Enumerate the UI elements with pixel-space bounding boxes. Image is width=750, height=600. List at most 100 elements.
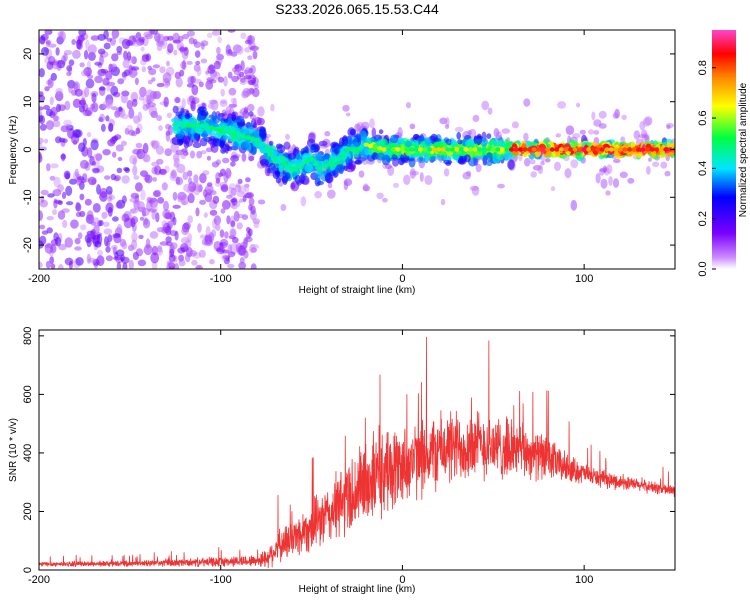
spectrogram-cell [112, 246, 117, 255]
spectrogram-cell [146, 196, 153, 204]
spectrogram-ridge-cell [472, 147, 478, 152]
spectrogram-cell [648, 157, 652, 162]
spectrogram-cell [314, 174, 321, 182]
spectrogram-ridge-cell [322, 164, 328, 169]
spectrogram-cell [112, 216, 119, 222]
spectrogram-cell [199, 234, 206, 239]
spectrogram-cell [72, 129, 81, 138]
spectrogram-ytick-label: -10 [22, 189, 34, 205]
spectrogram-cell [64, 100, 71, 111]
spectrogram-cell [172, 191, 178, 201]
spectrogram-cell [392, 157, 399, 167]
spectrogram-cell [86, 210, 94, 221]
spectrogram-ridge-cell [631, 147, 637, 152]
spectrogram-cell [52, 189, 62, 197]
spectrogram-cell [45, 120, 54, 131]
spectrogram-cell [368, 150, 374, 156]
spectrogram-cell [324, 131, 331, 137]
spectrogram-cell [613, 158, 621, 164]
spectrogram-cell [204, 184, 214, 194]
spectrogram-cell [245, 139, 251, 149]
spectrogram-cell [639, 121, 646, 131]
spectrogram-cell [324, 172, 333, 184]
snr-ytick-label: 800 [22, 327, 34, 345]
spectrogram-cell [118, 106, 123, 112]
spectrogram-ridge-cell [658, 147, 665, 152]
spectrogram-cell [99, 187, 108, 199]
spectrogram-cell [170, 169, 177, 179]
spectrogram-cell [39, 68, 45, 78]
spectrogram-cell [443, 160, 453, 165]
spectrogram-cell [200, 110, 209, 117]
spectrogram-cell [90, 103, 96, 110]
spectrogram-ridge-cell [422, 147, 428, 152]
spectrogram-cell [145, 238, 151, 250]
spectrogram-ridge-cell [290, 166, 296, 171]
spectrogram-cell [464, 154, 471, 163]
spectrogram-cell [103, 221, 110, 228]
spectrogram-cell [108, 63, 113, 73]
spectrogram-cell [76, 39, 82, 50]
spectrogram-cell [126, 100, 133, 110]
spectrogram-cell [170, 142, 179, 153]
spectrogram-ridge-cell [195, 123, 201, 128]
spectrogram-ridge-cell [363, 142, 369, 147]
spectrogram-cell [156, 227, 165, 233]
spectrogram-cell [52, 115, 60, 122]
spectrogram-ridge-cell [249, 136, 256, 141]
spectrogram-cell [195, 60, 201, 65]
spectrogram-cell [227, 71, 233, 79]
spectrogram-cell [593, 130, 600, 135]
spectrogram-cell [191, 259, 198, 266]
spectrogram-cell [47, 193, 55, 198]
spectrogram-cell [230, 228, 236, 238]
spectrogram-cell [66, 124, 74, 131]
spectrogram-cell [283, 141, 291, 150]
spectrogram-cell [555, 133, 562, 138]
spectrogram-cell [112, 151, 117, 158]
spectrogram-cell [225, 49, 233, 57]
spectrogram-cell [121, 90, 130, 97]
spectrogram-cell [550, 186, 556, 192]
spectrogram-cell [82, 109, 92, 117]
spectrogram-cell [220, 99, 228, 104]
spectrogram-cell [362, 183, 369, 192]
spectrogram-cell [196, 115, 203, 121]
spectrogram-cell [138, 234, 144, 240]
spectrogram-cell [142, 97, 147, 107]
spectrogram-cell [203, 212, 208, 219]
spectrogram-cell [172, 204, 181, 209]
spectrogram-cell [143, 217, 149, 226]
spectrogram-ridge-cell [590, 147, 596, 152]
spectrogram-cell [157, 197, 165, 204]
spectrogram-cell [182, 171, 189, 180]
spectrogram-cell [246, 88, 256, 95]
spectrogram-cell [102, 149, 111, 156]
spectrogram-cell [101, 123, 106, 132]
spectrogram-cell [153, 92, 161, 99]
spectrogram-cell [150, 110, 158, 119]
spectrogram-ridge-cell [218, 128, 224, 133]
spectrogram-cell [223, 76, 228, 87]
spectrogram-cell [300, 179, 305, 185]
spectrogram-cell [232, 141, 239, 151]
spectrogram-cell [172, 39, 181, 44]
spectrogram-ridge-cell [263, 147, 269, 152]
spectrogram-cell [68, 59, 75, 66]
spectrogram-cell [48, 43, 57, 48]
spectrogram-cell [53, 176, 61, 188]
spectrogram-cell [102, 101, 109, 109]
spectrogram-cell [79, 62, 85, 68]
spectrogram-cell [236, 222, 243, 230]
spectrogram-cell [142, 104, 150, 111]
spectrogram-cell [349, 128, 357, 136]
spectrogram-cell [39, 94, 46, 103]
spectrogram-cell [62, 138, 68, 144]
spectrogram-cell [65, 185, 73, 196]
spectrogram-cell [440, 198, 446, 206]
spectrogram-cell [638, 134, 647, 139]
spectrogram-cell [39, 235, 47, 246]
spectrogram-cell [117, 156, 123, 162]
spectrogram-cell [557, 101, 567, 109]
spectrogram-ridge-cell [286, 164, 292, 169]
